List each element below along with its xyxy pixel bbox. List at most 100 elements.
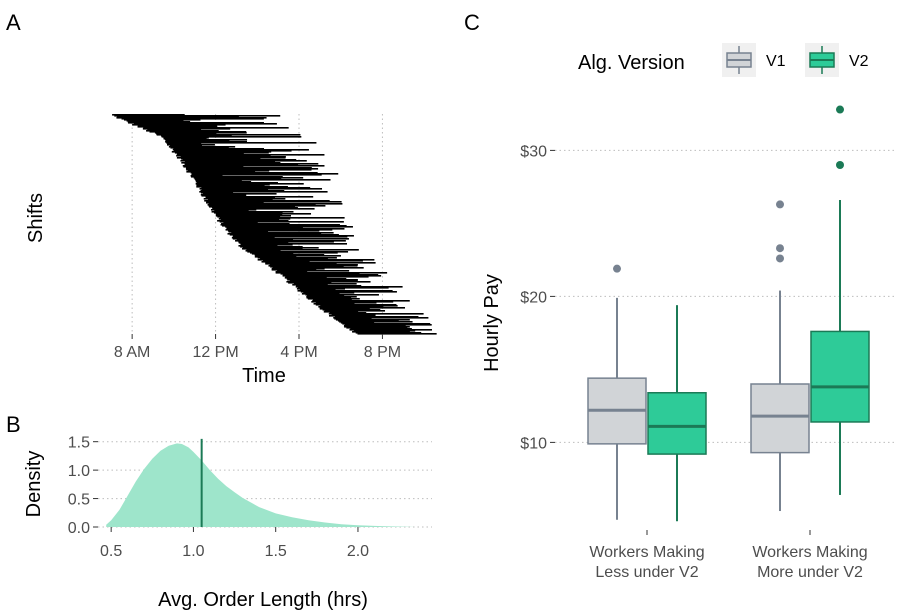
panel-a-shift-bar xyxy=(337,320,399,322)
panel-a-shift-bar xyxy=(231,237,275,239)
panel-a-shift-bar xyxy=(232,236,348,238)
panel-a-shift-bar xyxy=(275,272,388,274)
panel-a-tick-label: 4 PM xyxy=(280,344,317,361)
box-outlier-point xyxy=(776,200,784,209)
panel-a-shift-bar xyxy=(219,221,344,223)
panel-a-shift-bar xyxy=(340,322,375,324)
panel-c-boxes xyxy=(587,105,870,522)
panel-a-shift-bar xyxy=(163,138,207,140)
panel-a-shift-bar xyxy=(195,179,331,181)
panel-a-shift-bar xyxy=(225,226,353,228)
panel-c-x-tick-label: More under V2 xyxy=(757,564,863,581)
panel-a-shift-bar xyxy=(238,245,278,247)
panel-a-shift-bar xyxy=(161,136,302,138)
panel-a-shift-bar xyxy=(166,142,317,144)
panel-a-shift-bar xyxy=(203,198,286,200)
panel-a-shift-bar xyxy=(221,223,290,225)
panel-a-shift-bar xyxy=(186,167,312,169)
panel-a-shift-bar xyxy=(268,265,358,267)
panel-a-shift-bar xyxy=(245,250,281,252)
panel-a-shift-bar xyxy=(305,294,379,296)
panel-a-shift-bar xyxy=(210,209,257,211)
panel-a-shift-bar xyxy=(127,121,191,123)
panel-c-y-tick-label: $10 xyxy=(520,435,547,452)
panel-a-shift-bar xyxy=(344,324,432,326)
box-outlier-point xyxy=(613,264,621,273)
panel-a-shift-bar xyxy=(217,216,281,218)
panel-a-shift-bar xyxy=(212,208,315,210)
panel-c-x-tick-label: Workers Making xyxy=(752,544,867,561)
panel-c-y-tick-label: $20 xyxy=(520,289,547,306)
panel-a-shift-bar xyxy=(343,325,406,327)
panel-a-shift-bar xyxy=(270,266,344,268)
panel-a-shift-bar xyxy=(137,125,218,127)
panel-a-shift-bar xyxy=(236,239,294,241)
panel-a-shift-bar xyxy=(176,155,271,157)
panel-a-shift-bar xyxy=(214,210,249,212)
panel-a-x-axis-title: Time xyxy=(242,365,286,387)
box-outlier-point xyxy=(776,244,784,253)
panel-a-shift-bar xyxy=(223,222,258,224)
panel-a-shift-bar xyxy=(201,189,269,191)
box-outlier-point xyxy=(836,161,844,169)
panel-a-shift-bar xyxy=(200,190,285,192)
panel-a-shift-bar xyxy=(322,309,381,311)
panel-a-shift-bar xyxy=(193,177,304,179)
panel-a-shift-bar xyxy=(116,116,239,118)
panel-a-shift-bar xyxy=(289,280,358,282)
panel-a-shift-bar xyxy=(220,224,340,226)
panel-a-shift-bar xyxy=(293,283,357,285)
box-body xyxy=(750,383,810,454)
panel-a-shift-bar xyxy=(232,235,354,237)
panel-a-tick-label: 8 AM xyxy=(114,344,150,361)
panel-a-shift-bar xyxy=(201,187,311,189)
panel-b-y-tick-label: 1.0 xyxy=(68,463,90,480)
panel-a-shift-bar xyxy=(174,152,269,154)
panel-a-shift-bar xyxy=(242,247,319,249)
panel-a-shift-bars xyxy=(112,114,437,335)
panel-a-shift-bar xyxy=(311,301,394,303)
panel-a-tick-label: 8 PM xyxy=(364,344,401,361)
panel-a-shift-bar xyxy=(154,132,247,134)
panel-a-shift-bar xyxy=(232,238,349,240)
panel-b-x-axis-title: Avg. Order Length (hrs) xyxy=(158,589,368,611)
panel-a-shift-bar xyxy=(275,271,308,273)
panel-a-shift-bar xyxy=(254,254,325,256)
panel-a-shift-bar xyxy=(238,242,289,244)
panel-a-shift-bar xyxy=(320,305,398,307)
panel-a-shift-bar xyxy=(272,267,364,269)
panel-a-shift-bar xyxy=(287,279,358,281)
panel-a-shift-bar xyxy=(180,160,307,162)
panel-a-shift-bar xyxy=(209,206,296,208)
panel-a-shift-bar xyxy=(295,286,403,288)
panel-a-shift-bar xyxy=(171,151,272,153)
panel-b-density-area xyxy=(106,443,416,527)
panel-a-shift-bar xyxy=(123,119,201,121)
panel-a-shift-bar xyxy=(334,316,419,318)
panel-a-shift-bar xyxy=(285,276,369,278)
panel-a-shift-bar xyxy=(254,256,297,258)
panel-a-shift-bar xyxy=(342,323,431,325)
panel-a-shift-bar xyxy=(329,312,367,314)
panel-a-shift-bar xyxy=(334,318,372,320)
panel-a-shift-bar xyxy=(357,333,437,335)
panel-a-shift-bar xyxy=(288,282,332,284)
panel-a-shift-bar xyxy=(306,297,352,299)
panel-a-shift-bar xyxy=(292,284,328,286)
panel-a-shift-bar xyxy=(164,139,248,141)
panel-a-shift-bar xyxy=(196,186,288,188)
panel-b-y-tick-label: 0.5 xyxy=(68,492,90,509)
panel-c-x-tick-label: Workers Making xyxy=(589,544,704,561)
panel-c-letter: C xyxy=(464,10,480,35)
legend-label: V1 xyxy=(766,53,786,70)
panel-a-shift-bar xyxy=(128,122,264,124)
panel-b-x-ticks: 0.5 1.0 1.5 2.0 xyxy=(100,527,369,560)
box-outlier-point xyxy=(836,105,844,114)
panel-b-y-axis-title: Density xyxy=(23,451,45,518)
panel-a-shift-bar xyxy=(156,134,301,136)
panel-a-shift-bar xyxy=(132,124,226,126)
panel-a-shift-bar xyxy=(297,290,393,292)
panel-c-legend: Alg. Version V1 V2 xyxy=(578,43,869,77)
panel-a-shift-bar xyxy=(329,315,376,317)
